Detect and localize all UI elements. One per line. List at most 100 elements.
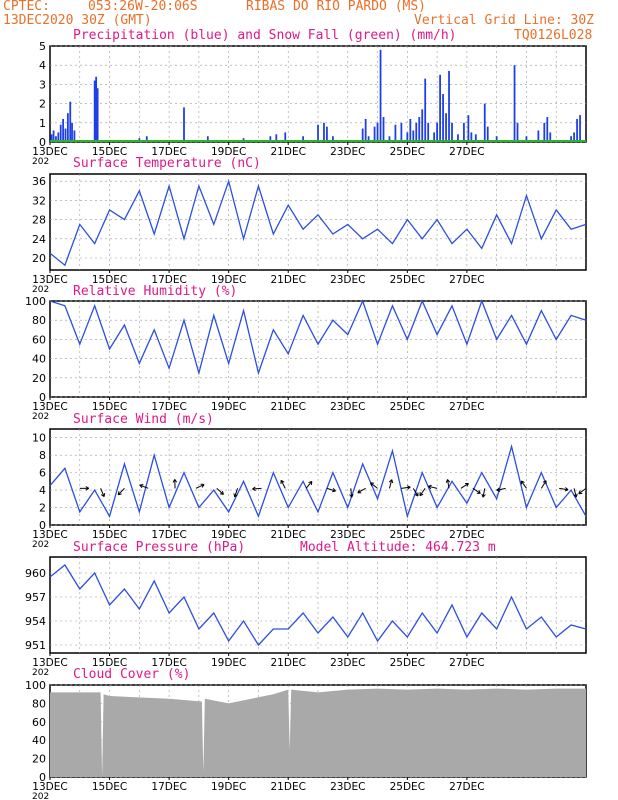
wind-arrow-head xyxy=(575,493,578,498)
precip-bar xyxy=(467,115,470,142)
x-tick-year-suffix: 202 xyxy=(32,285,49,295)
x-tick-label: 21DEC xyxy=(271,146,306,158)
wind-arrow xyxy=(540,480,547,489)
precip-bar xyxy=(576,118,578,142)
precip-bar xyxy=(457,134,459,142)
wind-arrow-head xyxy=(407,486,411,490)
y-tick-label: 20 xyxy=(32,753,46,766)
x-tick-label: 27DEC xyxy=(449,274,484,286)
wind-arrow-head xyxy=(542,480,547,483)
cloud-title: Cloud Cover (%) xyxy=(73,667,191,682)
wind-arrow-head xyxy=(564,489,569,492)
precip-bar xyxy=(439,74,441,142)
series-line xyxy=(49,564,587,647)
pressure-title: Surface Pressure (hPa) xyxy=(73,540,246,555)
wind-title: Surface Wind (m/s) xyxy=(73,412,214,427)
wind-arrow-head xyxy=(349,494,353,498)
wind-arrow-head xyxy=(578,490,581,494)
wind-arrow-head xyxy=(406,485,411,488)
x-tick-label: 23DEC xyxy=(330,146,365,158)
header-location: RIBAS DO RIO PARDO (MS) xyxy=(246,0,427,14)
x-tick-label: 13DEC xyxy=(32,146,67,158)
wind-arrow-head xyxy=(308,480,313,484)
wind-arrow-head xyxy=(427,485,432,490)
x-tick-label: 17DEC xyxy=(151,529,186,541)
y-tick-label: 60 xyxy=(32,333,46,346)
precip-bar xyxy=(451,122,453,142)
wind-arrow xyxy=(370,482,378,489)
precip-bar xyxy=(206,136,209,142)
wind-arrow-head xyxy=(280,479,285,483)
y-tick-label: 100 xyxy=(25,679,46,692)
x-tick-label: 21DEC xyxy=(271,274,306,286)
precip-bar xyxy=(388,136,391,142)
x-tick-year-suffix: 202 xyxy=(32,412,49,422)
precip-bar xyxy=(400,122,403,142)
y-tick-label: 80 xyxy=(32,697,46,710)
wind-arrow-head xyxy=(85,487,90,491)
wind-arrow xyxy=(100,488,105,497)
wind-arrow xyxy=(139,484,149,489)
precip-bar xyxy=(412,130,415,142)
y-tick-label: 5 xyxy=(39,40,46,53)
wind-arrow xyxy=(195,484,205,489)
x-tick-label: 15DEC xyxy=(92,529,127,541)
x-tick-label: 13DEC xyxy=(32,529,67,541)
precip-bar xyxy=(382,117,385,142)
precip-bar xyxy=(376,122,379,142)
x-tick-label: 25DEC xyxy=(390,657,425,669)
wind-arrow xyxy=(401,486,411,489)
precip-bar xyxy=(323,122,325,142)
x-tick-label: 19DEC xyxy=(211,657,246,669)
y-tick-label: 951 xyxy=(25,639,46,652)
precip-bar xyxy=(62,118,64,142)
x-tick-label: 21DEC xyxy=(271,781,306,793)
wind-arrow-head xyxy=(332,490,336,493)
precip-bar xyxy=(73,130,76,142)
temperature-title: Surface Temperature (nC) xyxy=(73,156,261,171)
y-tick-label: 10 xyxy=(32,432,46,445)
precip-bar xyxy=(96,88,99,142)
wind-arrow-head xyxy=(118,493,122,496)
wind-arrow xyxy=(573,488,577,498)
precip-bar xyxy=(579,115,581,142)
wind-arrow-head xyxy=(482,494,486,498)
y-tick-label: 960 xyxy=(25,567,46,580)
x-tick-label: 19DEC xyxy=(211,781,246,793)
wind-speed-line xyxy=(49,443,587,519)
wind-arrow-head xyxy=(478,489,481,494)
precip-bar xyxy=(64,128,67,142)
wind-arrow-head xyxy=(219,493,224,495)
x-tick-year-suffix: 202 xyxy=(32,540,49,550)
wind-arrow-head xyxy=(496,489,501,492)
precip-bar xyxy=(406,132,409,142)
precip-bar xyxy=(486,126,489,142)
wind-arrow-head xyxy=(139,484,143,489)
y-tick-label: 24 xyxy=(32,233,46,246)
wind-arrow xyxy=(472,487,481,494)
header-source: CPTEC: xyxy=(3,0,50,14)
x-tick-label: 21DEC xyxy=(271,401,306,413)
wind-arrow-head xyxy=(573,494,577,498)
precip-bar xyxy=(448,70,450,142)
wind-arrow-head xyxy=(481,493,484,498)
precip-bar xyxy=(69,101,72,142)
precip-bar xyxy=(415,122,418,142)
wind-arrow-head xyxy=(428,484,432,487)
x-tick-label: 17DEC xyxy=(151,781,186,793)
x-tick-label: 27DEC xyxy=(449,529,484,541)
wind-arrow-head xyxy=(252,488,256,492)
wind-arrow xyxy=(280,480,286,489)
wind-arrow-head xyxy=(310,481,313,485)
wind-arrow xyxy=(216,487,224,495)
x-tick-label: 17DEC xyxy=(151,274,186,286)
precip-bar xyxy=(93,80,96,142)
precip-bar xyxy=(570,136,573,142)
precip-bar xyxy=(364,118,367,142)
wind-arrow-head xyxy=(201,484,205,488)
precip-bar xyxy=(95,76,98,142)
precip-bar xyxy=(71,122,73,142)
x-tick-label: 25DEC xyxy=(390,781,425,793)
precip-bar xyxy=(543,122,546,142)
